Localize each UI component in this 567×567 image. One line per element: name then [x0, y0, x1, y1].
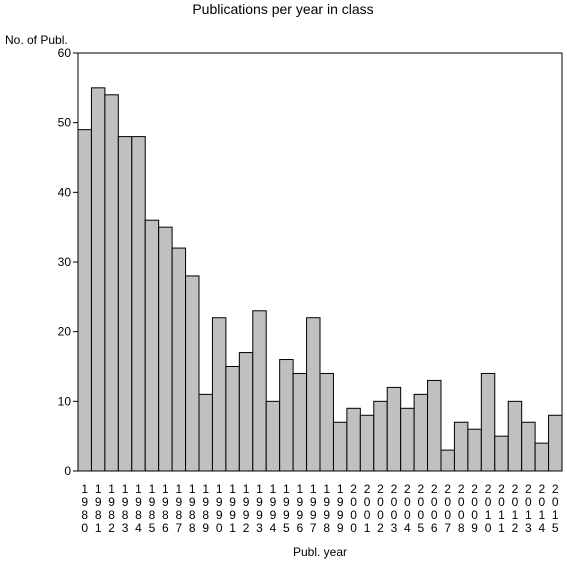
- bar-1986: [158, 226, 173, 472]
- bar-2001: [359, 414, 375, 472]
- y-tick-label: 0: [64, 464, 71, 478]
- bar-1985: [144, 219, 160, 472]
- chart-title: Publications per year in class: [192, 1, 373, 17]
- y-tick-label: 50: [58, 116, 72, 130]
- bars: [77, 87, 563, 472]
- bar-2010: [480, 372, 496, 472]
- bar-2014: [534, 442, 550, 472]
- bar-1992: [238, 352, 254, 472]
- x-axis-label: Publ. year: [293, 545, 347, 559]
- bar-2012: [507, 400, 523, 472]
- y-tick-label: 10: [58, 394, 72, 408]
- y-tick-label: 30: [58, 255, 72, 269]
- bar-1991: [225, 366, 240, 472]
- bar-2011: [494, 435, 509, 472]
- bar-1997: [306, 317, 321, 472]
- bar-1994: [265, 400, 281, 472]
- bar-2003: [386, 386, 402, 472]
- bar-2002: [373, 400, 388, 472]
- bar-1998: [319, 372, 334, 472]
- bar-2005: [413, 393, 429, 472]
- bar-2006: [427, 379, 442, 472]
- bar-1995: [279, 359, 294, 472]
- x-axis: 1 9 8 0 1 9 8 1 1 9 8 2 1 9 8 3 1 9 8 4 1 9 8 5 1 9 8 6 1 9 8 7 1 9 8 8 1 9 8 9…: [81, 482, 559, 535]
- bar-1982: [104, 94, 119, 472]
- bar-2013: [521, 421, 536, 472]
- bar-1981: [90, 87, 106, 472]
- bar-1993: [252, 310, 267, 472]
- y-axis-label: No. of Publ.: [5, 33, 68, 47]
- bar-2015: [548, 414, 563, 472]
- bar-1983: [117, 136, 133, 472]
- bar-1980: [77, 129, 92, 472]
- bar-2000: [346, 407, 361, 472]
- y-axis: 0 10 20 30 40 50 60: [58, 46, 78, 478]
- bar-1990: [211, 317, 227, 472]
- bar-2008: [453, 421, 469, 472]
- bar-1987: [171, 247, 187, 472]
- y-tick-label: 20: [58, 325, 72, 339]
- y-tick-label: 60: [58, 46, 72, 60]
- bar-2004: [400, 407, 415, 472]
- bar-2009: [467, 428, 482, 472]
- bar-1996: [292, 372, 308, 472]
- bar-1984: [131, 136, 146, 472]
- bar-1989: [198, 393, 213, 472]
- y-tick-label: 40: [58, 185, 72, 199]
- bar-1988: [185, 275, 200, 472]
- bar-2007: [440, 449, 455, 472]
- bar-1999: [332, 421, 348, 472]
